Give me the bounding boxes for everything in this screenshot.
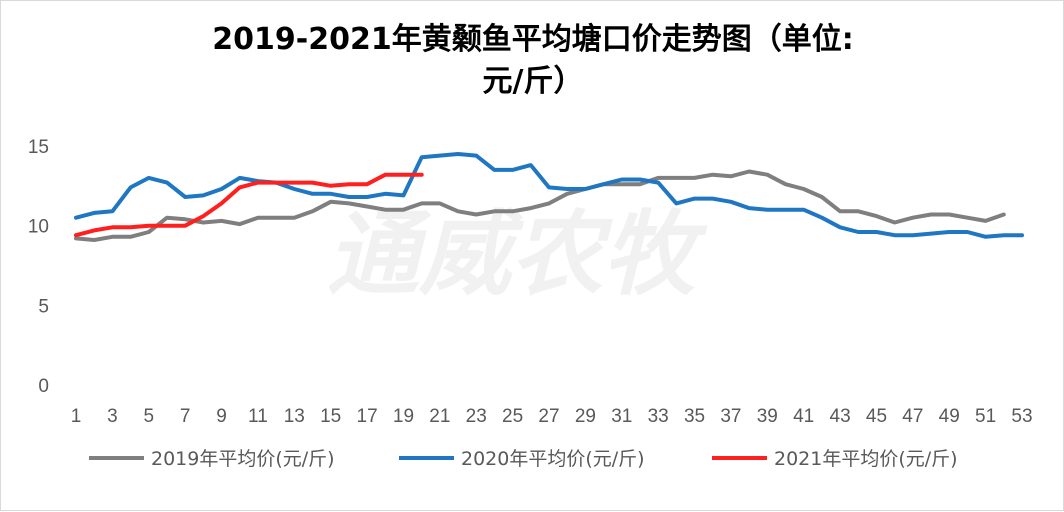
chart-title-line1: 2019-2021年黄颡鱼平均塘口价走势图（单位: (212, 22, 854, 57)
x-tick-label: 13 (284, 406, 305, 427)
legend-label-2: 2020年平均价(元/斤) (461, 448, 645, 470)
x-tick-label: 41 (793, 406, 814, 427)
x-tick-label: 47 (902, 406, 923, 427)
y-tick-label: 10 (28, 217, 49, 238)
x-tick-label: 29 (575, 406, 596, 427)
x-tick-label: 39 (757, 406, 778, 427)
series-line-3 (74, 172, 424, 238)
x-tick-label: 23 (466, 406, 487, 427)
legend-label-3: 2021年平均价(元/斤) (774, 448, 958, 470)
x-tick-label: 43 (830, 406, 851, 427)
x-tick-label: 35 (684, 406, 705, 427)
x-tick-label: 17 (357, 406, 378, 427)
series-line-2 (74, 152, 1024, 239)
x-tick-label: 19 (393, 406, 414, 427)
x-tick-label: 15 (320, 406, 341, 427)
series-line-1 (74, 169, 1006, 242)
x-tick-label: 49 (939, 406, 960, 427)
x-tick-label: 51 (975, 406, 996, 427)
x-tick-label: 27 (538, 406, 559, 427)
x-tick-label: 21 (429, 406, 450, 427)
legend-label-1: 2019年平均价(元/斤) (151, 448, 335, 470)
x-tick-label: 53 (1011, 406, 1032, 427)
x-tick-label: 33 (648, 406, 669, 427)
x-tick-label: 3 (107, 406, 118, 427)
x-tick-label: 45 (866, 406, 887, 427)
watermark: 通威农牧 (327, 201, 708, 308)
x-tick-label: 7 (180, 406, 191, 427)
y-tick-label: 0 (38, 376, 49, 397)
x-tick-label: 9 (216, 406, 227, 427)
y-tick-label: 5 (38, 296, 49, 317)
x-tick-label: 37 (720, 406, 741, 427)
x-tick-label: 5 (143, 406, 154, 427)
y-tick-label: 15 (28, 137, 49, 158)
chart-title: 2019-2021年黄颡鱼平均塘口价走势图（单位: 元/斤） (1, 19, 1064, 103)
x-tick-label: 11 (248, 406, 268, 427)
x-tick-label: 31 (611, 406, 632, 427)
x-tick-label: 25 (502, 406, 523, 427)
x-tick-label: 1 (71, 406, 82, 427)
chart-title-line2: 元/斤） (482, 64, 584, 99)
